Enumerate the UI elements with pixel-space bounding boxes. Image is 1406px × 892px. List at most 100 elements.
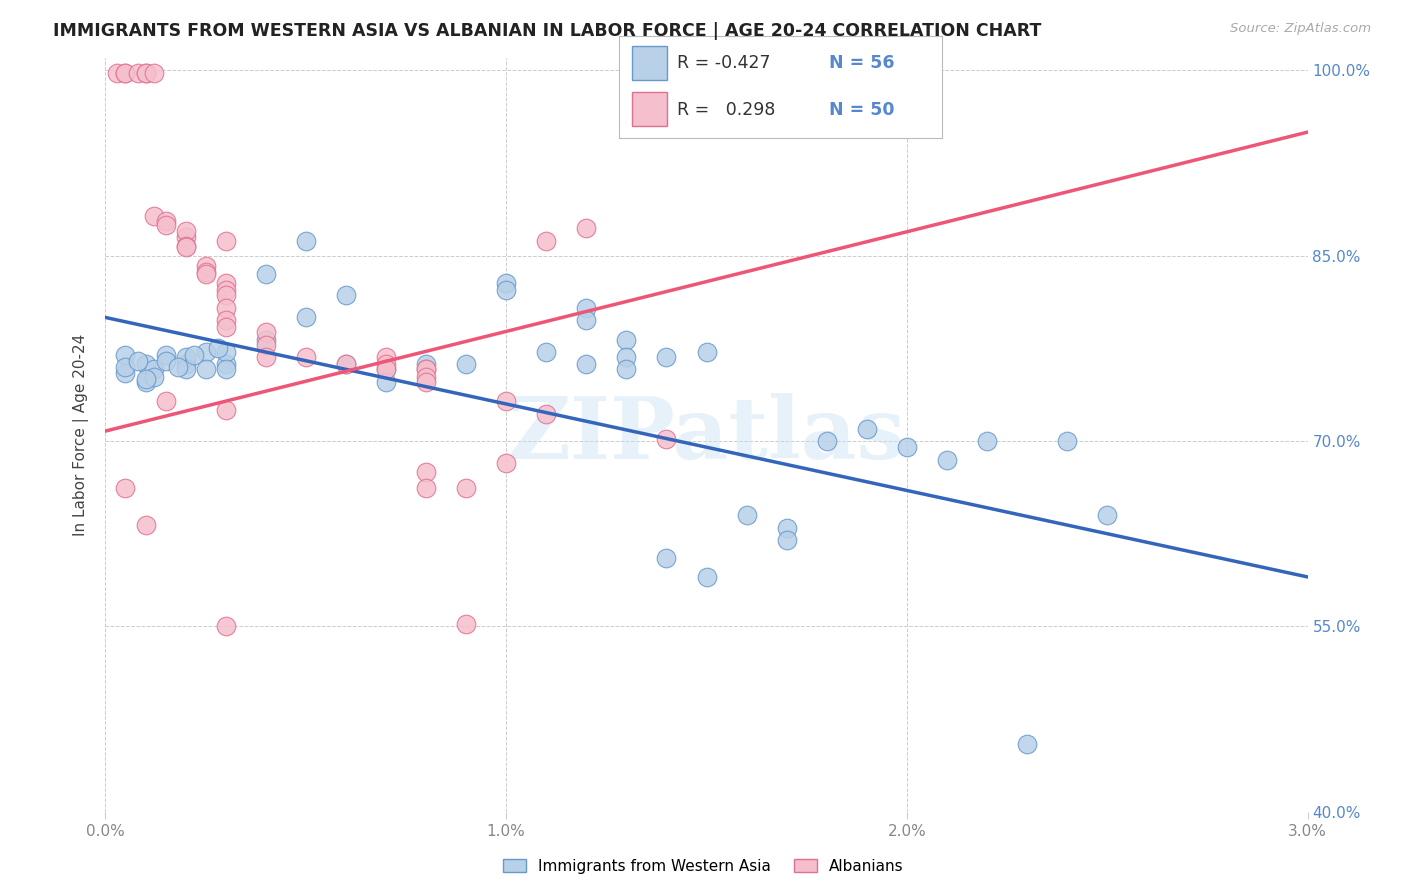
Point — [194, 345, 217, 359]
Point — [495, 394, 517, 409]
Point — [214, 320, 236, 334]
Point — [214, 313, 236, 327]
Point — [155, 394, 177, 409]
Text: N = 50: N = 50 — [830, 101, 894, 119]
Point — [374, 362, 398, 376]
Point — [454, 358, 477, 372]
Point — [135, 66, 157, 80]
Point — [534, 407, 557, 421]
Bar — [631, 92, 668, 126]
Point — [1097, 508, 1119, 523]
Point — [415, 358, 437, 372]
Point — [655, 350, 678, 364]
Point — [254, 337, 277, 351]
Y-axis label: In Labor Force | Age 20-24: In Labor Force | Age 20-24 — [73, 334, 90, 536]
Point — [155, 214, 177, 228]
Point — [415, 481, 437, 495]
Point — [114, 366, 136, 380]
Point — [135, 372, 157, 386]
Point — [415, 362, 437, 376]
Point — [616, 350, 638, 364]
Text: ZIPatlas: ZIPatlas — [508, 392, 905, 477]
Point — [1056, 434, 1078, 448]
Point — [114, 66, 136, 80]
Point — [335, 358, 357, 372]
Point — [534, 345, 557, 359]
Point — [254, 350, 277, 364]
Point — [114, 347, 136, 361]
Point — [155, 218, 177, 232]
Point — [295, 234, 318, 248]
Point — [155, 347, 177, 361]
Point — [374, 358, 398, 372]
Point — [534, 234, 557, 248]
Point — [107, 66, 129, 80]
Point — [135, 358, 157, 372]
Point — [696, 570, 718, 584]
Point — [174, 350, 197, 364]
Point — [142, 209, 165, 223]
Point — [696, 345, 718, 359]
Point — [415, 362, 437, 376]
Point — [495, 283, 517, 297]
Point — [155, 353, 177, 368]
Point — [415, 465, 437, 479]
Point — [114, 481, 136, 495]
Point — [575, 221, 598, 235]
Point — [254, 326, 277, 340]
Point — [335, 288, 357, 302]
Point — [254, 267, 277, 281]
Point — [127, 66, 149, 80]
Point — [214, 301, 236, 315]
Point — [174, 224, 197, 238]
Point — [214, 276, 236, 290]
Point — [214, 283, 236, 297]
Point — [174, 362, 197, 376]
Point — [214, 345, 236, 359]
Point — [295, 350, 318, 364]
Point — [776, 520, 799, 534]
Point — [374, 375, 398, 389]
Point — [735, 508, 758, 523]
Point — [655, 432, 678, 446]
Point — [976, 434, 998, 448]
Point — [295, 310, 318, 325]
Point — [374, 362, 398, 376]
Point — [776, 533, 799, 547]
Text: R = -0.427: R = -0.427 — [676, 54, 770, 72]
Point — [214, 234, 236, 248]
Point — [174, 239, 197, 253]
Point — [207, 342, 229, 356]
Point — [194, 265, 217, 279]
Point — [735, 66, 758, 80]
Point — [214, 288, 236, 302]
Point — [127, 353, 149, 368]
Point — [936, 452, 959, 467]
Point — [174, 230, 197, 244]
Point — [214, 362, 236, 376]
Point — [415, 375, 437, 389]
Point — [214, 403, 236, 417]
Point — [135, 66, 157, 80]
Point — [1017, 737, 1039, 751]
Point — [454, 616, 477, 631]
Point — [142, 66, 165, 80]
Point — [655, 551, 678, 566]
Point — [454, 481, 477, 495]
Point — [135, 518, 157, 533]
Point — [142, 369, 165, 384]
Point — [194, 267, 217, 281]
Point — [896, 440, 918, 454]
Point — [495, 276, 517, 290]
Point — [575, 301, 598, 315]
Point — [174, 240, 197, 254]
Point — [415, 369, 437, 384]
Point — [166, 359, 188, 374]
Text: Source: ZipAtlas.com: Source: ZipAtlas.com — [1230, 22, 1371, 36]
Text: R =   0.298: R = 0.298 — [676, 101, 775, 119]
Point — [194, 362, 217, 376]
Point — [495, 456, 517, 470]
Text: N = 56: N = 56 — [830, 54, 894, 72]
Text: IMMIGRANTS FROM WESTERN ASIA VS ALBANIAN IN LABOR FORCE | AGE 20-24 CORRELATION : IMMIGRANTS FROM WESTERN ASIA VS ALBANIAN… — [53, 22, 1042, 40]
Point — [214, 358, 236, 372]
